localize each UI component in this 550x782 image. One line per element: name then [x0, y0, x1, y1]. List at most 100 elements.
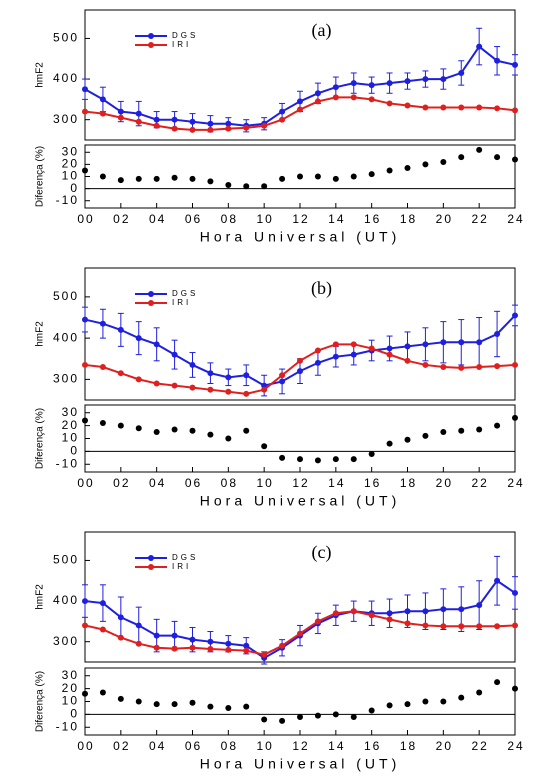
y-tick-label: -10 — [56, 719, 79, 733]
data-point — [386, 100, 393, 107]
data-point — [207, 386, 214, 393]
data-point — [386, 440, 393, 447]
data-point — [99, 600, 106, 607]
y-axis-label: hmF2 — [35, 62, 46, 88]
y-tick-label: 30 — [62, 405, 79, 419]
data-point — [261, 122, 268, 129]
data-point — [135, 335, 142, 342]
data-point — [189, 699, 196, 706]
data-point — [422, 432, 429, 439]
x-tick-label: 14 — [328, 739, 345, 753]
x-tick-label: 18 — [400, 739, 417, 753]
data-point — [279, 116, 286, 123]
data-point — [243, 427, 250, 434]
y-tick-label: -10 — [56, 456, 79, 470]
data-point — [261, 716, 268, 723]
data-point — [297, 368, 303, 375]
data-point — [82, 598, 88, 605]
data-point — [99, 420, 106, 427]
data-point — [512, 589, 518, 596]
y-tick-label: 400 — [53, 71, 79, 85]
x-tick-label: 02 — [113, 212, 130, 226]
data-point — [350, 713, 357, 720]
legend-marker — [148, 42, 154, 48]
x-tick-label: 10 — [256, 476, 273, 490]
data-point — [82, 86, 88, 93]
plot-frame — [84, 9, 516, 141]
data-point — [82, 108, 88, 115]
legend-marker — [148, 291, 154, 297]
x-tick-label: 16 — [364, 212, 381, 226]
data-point — [243, 183, 250, 190]
data-point — [404, 608, 411, 615]
panel-label: (b) — [311, 278, 332, 299]
legend-label: DGS — [172, 553, 198, 562]
y-tick-label: 30 — [62, 144, 79, 158]
series-line — [84, 45, 516, 127]
data-point — [189, 175, 196, 182]
data-point — [279, 717, 286, 724]
data-point — [207, 370, 214, 377]
y-tick-label: 20 — [62, 157, 79, 171]
data-point — [314, 712, 321, 719]
data-point — [476, 339, 483, 346]
data-point — [153, 701, 160, 708]
data-point — [476, 104, 483, 111]
data-point — [458, 623, 465, 630]
y-tick-label: 30 — [62, 668, 79, 682]
data-point — [440, 339, 447, 346]
data-point — [512, 685, 518, 692]
data-point — [207, 178, 214, 185]
data-point — [476, 364, 483, 370]
data-point — [171, 632, 178, 639]
data-point — [189, 126, 196, 133]
panel-label: (a) — [312, 20, 332, 41]
data-point — [207, 703, 214, 710]
plot-frame — [84, 267, 516, 401]
data-point — [82, 622, 88, 629]
data-point — [494, 105, 501, 112]
data-point — [458, 339, 465, 346]
data-point — [440, 623, 447, 630]
data-point — [261, 443, 268, 450]
data-point — [404, 357, 411, 364]
x-tick-label: 24 — [507, 212, 524, 226]
data-point — [153, 175, 160, 182]
data-point — [135, 376, 142, 383]
y-tick-label: 500 — [53, 553, 79, 567]
data-point — [243, 390, 250, 397]
data-point — [171, 426, 178, 433]
data-point — [189, 636, 196, 643]
data-point — [297, 173, 303, 180]
data-point — [458, 104, 465, 111]
data-point — [350, 80, 357, 87]
data-point — [279, 175, 286, 182]
x-tick-label: 20 — [436, 739, 453, 753]
y-axis-label: hmF2 — [35, 584, 46, 610]
data-point — [422, 76, 429, 83]
data-point — [117, 695, 124, 702]
data-point — [171, 645, 178, 652]
data-point — [135, 110, 142, 117]
legend-label: IRI — [172, 298, 191, 307]
data-point — [476, 689, 483, 696]
data-point — [494, 679, 501, 686]
data-point — [261, 382, 268, 389]
data-point — [404, 436, 411, 443]
data-point — [297, 98, 303, 105]
data-point — [135, 698, 142, 705]
x-tick-label: 02 — [113, 476, 130, 490]
y-axis-label: Diferença (%) — [35, 671, 46, 732]
data-point — [243, 124, 250, 131]
plot-frame — [84, 667, 516, 736]
data-point — [458, 606, 465, 613]
data-point — [404, 78, 411, 85]
data-point — [135, 622, 142, 629]
data-point — [153, 341, 160, 348]
data-point — [368, 345, 375, 352]
y-tick-label: 20 — [62, 681, 79, 695]
x-tick-label: 00 — [77, 739, 94, 753]
data-point — [243, 703, 250, 710]
y-tick-label: 500 — [53, 31, 79, 45]
